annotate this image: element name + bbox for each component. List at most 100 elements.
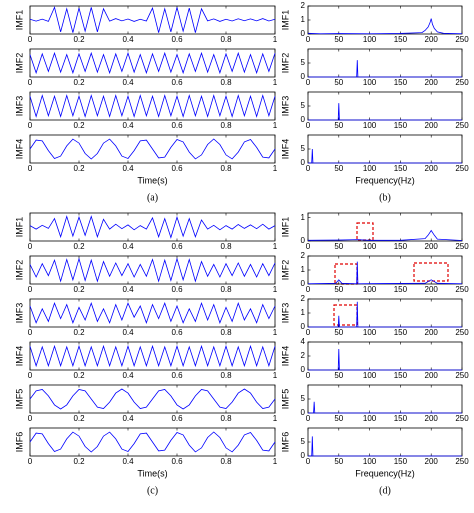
x-tick-label: 0.6 — [171, 35, 183, 44]
y-tick-label: 1 — [301, 15, 306, 24]
signal-line — [308, 148, 462, 164]
x-tick-label: 0 — [28, 121, 33, 130]
x-tick-label: 200 — [425, 164, 439, 173]
x-tick-label: 0 — [306, 242, 311, 251]
y-axis-label: IMF3 — [14, 96, 24, 117]
panel-caption: (d) — [379, 485, 391, 496]
x-tick-label: 0 — [306, 35, 311, 44]
x-tick-label: 50 — [334, 328, 343, 337]
x-tick-label: 1 — [273, 164, 278, 173]
x-tick-label: 100 — [363, 35, 377, 44]
x-tick-label: 0.2 — [73, 285, 85, 294]
x-tick-label: 150 — [394, 164, 408, 173]
x-tick-label: 0.6 — [171, 164, 183, 173]
x-tick-label: 0 — [28, 371, 33, 380]
axes-frame — [29, 91, 276, 121]
x-tick-label: 0.4 — [122, 328, 134, 337]
signal-line — [308, 348, 462, 371]
x-tick-label: 0 — [28, 164, 33, 173]
x-tick-label: 0.8 — [220, 242, 232, 251]
y-tick-label: 5 — [301, 58, 306, 67]
y-tick-label: 0 — [301, 115, 306, 124]
y-axis-label: IMF5 — [280, 389, 290, 410]
y-tick-label: 0 — [301, 29, 306, 38]
x-tick-label: 0.2 — [73, 242, 85, 251]
x-tick-label: 150 — [394, 121, 408, 130]
panel-caption: (b) — [379, 192, 391, 203]
x-tick-label: 250 — [455, 78, 469, 87]
y-axis-label: IMF6 — [280, 432, 290, 453]
y-tick-label: 2 — [301, 351, 306, 360]
y-axis-label: IMF3 — [280, 96, 290, 117]
signal-line — [29, 94, 276, 118]
y-tick-label: 0 — [301, 72, 306, 81]
x-tick-label: 250 — [455, 35, 469, 44]
x-tick-label: 250 — [455, 164, 469, 173]
x-tick-label: 50 — [334, 35, 343, 44]
x-tick-label: 0.4 — [122, 35, 134, 44]
x-tick-label: 200 — [425, 328, 439, 337]
x-axis-label: Time(s) — [137, 468, 167, 478]
x-tick-label: 0 — [306, 285, 311, 294]
x-tick-label: 0.6 — [171, 414, 183, 423]
signal-line — [29, 138, 276, 160]
x-tick-label: 0.4 — [122, 242, 134, 251]
signal-line — [307, 261, 463, 285]
x-tick-label: 200 — [425, 121, 439, 130]
axes-frame — [307, 255, 463, 285]
x-tick-label: 0.2 — [73, 164, 85, 173]
y-axis-label: IMF4 — [280, 139, 290, 160]
y-tick-label: 2 — [301, 294, 306, 303]
x-tick-label: 50 — [334, 457, 343, 466]
y-axis-label: IMF1 — [14, 217, 24, 238]
y-axis-label: IMF2 — [280, 260, 290, 281]
x-tick-label: 150 — [394, 414, 408, 423]
x-tick-label: 0.6 — [171, 121, 183, 130]
y-tick-label: 4 — [301, 337, 306, 346]
y-tick-label: 5 — [301, 101, 306, 110]
x-tick-label: 0.6 — [171, 78, 183, 87]
y-tick-label: 1 — [301, 308, 306, 317]
signal-line — [29, 6, 276, 33]
x-tick-label: 100 — [363, 285, 377, 294]
x-tick-label: 250 — [455, 457, 469, 466]
signal-line — [307, 18, 463, 35]
highlight-box — [334, 263, 358, 285]
y-tick-label: 0 — [301, 408, 306, 417]
x-tick-label: 0.2 — [73, 328, 85, 337]
y-tick-label: 2 — [301, 251, 306, 260]
y-tick-label: 0 — [301, 158, 306, 167]
x-tick-label: 1 — [273, 328, 278, 337]
y-axis-label: IMF1 — [14, 10, 24, 31]
signal-line — [29, 301, 276, 325]
x-tick-label: 100 — [363, 242, 377, 251]
x-tick-label: 0.4 — [122, 414, 134, 423]
y-axis-label: IMF6 — [14, 432, 24, 453]
y-axis-label: IMF4 — [280, 346, 290, 367]
x-axis-label: Frequency(Hz) — [355, 468, 415, 478]
x-tick-label: 50 — [334, 285, 343, 294]
x-tick-label: 1 — [273, 414, 278, 423]
signal-line — [307, 229, 463, 241]
x-tick-label: 0 — [28, 285, 33, 294]
x-tick-label: 1 — [273, 35, 278, 44]
x-tick-label: 0 — [28, 242, 33, 251]
x-tick-label: 100 — [363, 164, 377, 173]
x-tick-label: 250 — [455, 242, 469, 251]
x-tick-label: 1 — [273, 121, 278, 130]
x-tick-label: 150 — [394, 328, 408, 337]
axes-frame — [29, 341, 276, 371]
axes-frame — [307, 427, 463, 457]
x-tick-label: 0.6 — [171, 371, 183, 380]
x-tick-label: 0.2 — [73, 35, 85, 44]
x-tick-label: 100 — [363, 328, 377, 337]
x-tick-label: 50 — [334, 414, 343, 423]
x-tick-label: 0 — [306, 371, 311, 380]
y-tick-label: 0 — [301, 279, 306, 288]
x-tick-label: 0.8 — [220, 121, 232, 130]
y-tick-label: 2 — [301, 1, 306, 10]
x-tick-label: 100 — [363, 414, 377, 423]
x-tick-label: 0.4 — [122, 285, 134, 294]
axes-frame — [29, 255, 276, 285]
x-tick-label: 200 — [425, 78, 439, 87]
